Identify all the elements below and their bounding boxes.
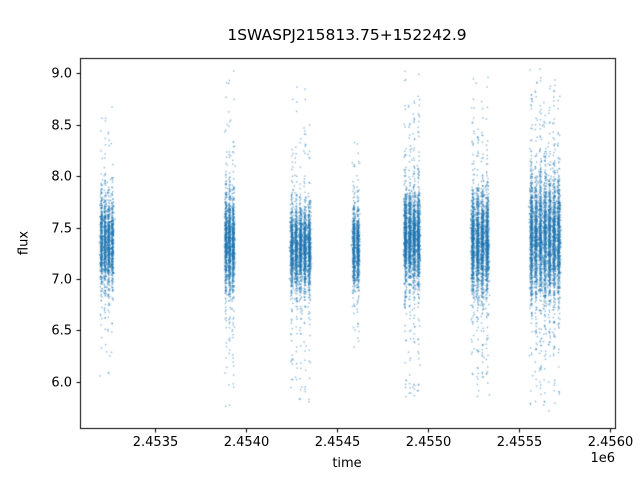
x-tick-label: 2.4560: [587, 435, 634, 450]
x-tick-label: 2.4540: [223, 435, 270, 450]
x-axis-offset-label: 1e6: [590, 451, 615, 466]
y-tick-label: 8.5: [51, 118, 72, 133]
y-tick-label: 6.5: [51, 323, 72, 338]
y-tick-label: 6.0: [51, 375, 72, 390]
x-tick-label: 2.4545: [314, 435, 361, 450]
y-tick-label: 7.0: [51, 272, 72, 287]
x-tick-label: 2.4535: [132, 435, 179, 450]
y-axis-label: flux: [16, 230, 32, 256]
y-tick-label: 7.5: [51, 221, 72, 236]
y-tick-label: 8.0: [51, 169, 72, 184]
y-tick-label: 9.0: [51, 66, 72, 81]
x-tick-label: 2.4550: [405, 435, 452, 450]
x-axis-label: time: [332, 456, 362, 471]
chart-title: 1SWASPJ215813.75+152242.9: [227, 26, 467, 44]
x-tick-label: 2.4555: [496, 435, 543, 450]
